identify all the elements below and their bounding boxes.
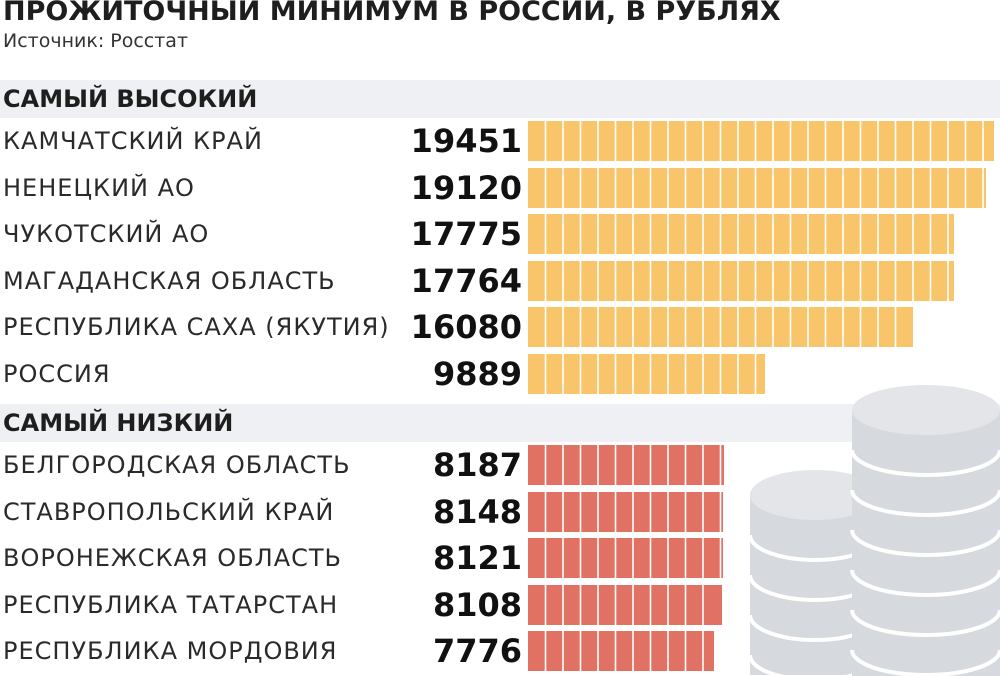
bar-fill (528, 121, 994, 161)
bar-fill (528, 491, 723, 532)
value-label: 9889 (432, 354, 522, 393)
bar (528, 214, 954, 254)
value-label: 8108 (432, 585, 522, 624)
category-label: НЕНЕЦКИЙ АО (3, 173, 195, 202)
value-label: 8121 (432, 539, 522, 577)
section-label: САМЫЙ ВЫСОКИЙ (3, 85, 258, 113)
category-label: БЕЛГОРОДСКАЯ ОБЛАСТЬ (3, 451, 351, 479)
coin-stacks-icon (748, 385, 1000, 676)
category-label: КАМЧАТСКИЙ КРАЙ (3, 127, 263, 155)
value-label: 7776 (432, 632, 522, 670)
category-label: СТАВРОПОЛЬСКИЙ КРАЙ (3, 497, 335, 526)
bar (528, 121, 994, 161)
bar-fill (528, 445, 724, 485)
bar (528, 631, 714, 671)
value-label: 19120 (410, 168, 522, 207)
section-band (0, 80, 1000, 118)
bar-fill (528, 538, 723, 578)
value-label: 17775 (410, 215, 522, 253)
bar-fill (528, 631, 714, 671)
bar-fill (528, 353, 765, 394)
chart-title: ПРОЖИТОЧНЫЙ МИНИМУМ В РОССИИ, В РУБЛЯХ (3, 0, 781, 27)
value-label: 8187 (432, 446, 522, 484)
value-label: 19451 (410, 122, 522, 160)
section-band (0, 404, 1000, 442)
category-label: ВОРОНЕЖСКАЯ ОБЛАСТЬ (3, 544, 343, 572)
value-label: 17764 (410, 261, 522, 300)
category-label: ЧУКОТСКИЙ АО (3, 220, 210, 248)
chart-source: Источник: Росстат (3, 30, 189, 52)
value-label: 8148 (432, 492, 522, 531)
category-label: РЕСПУБЛИКА САХА (ЯКУТИЯ) (3, 313, 390, 341)
bar-fill (528, 260, 954, 301)
bar (528, 307, 913, 347)
category-label: РЕСПУБЛИКА ТАТАРСТАН (3, 590, 339, 619)
bar (528, 538, 723, 578)
bar (528, 445, 724, 485)
bar (528, 491, 723, 532)
value-label: 16080 (410, 308, 522, 346)
bar (528, 167, 986, 208)
category-label: РЕСПУБЛИКА МОРДОВИЯ (3, 637, 338, 665)
bar-fill (528, 584, 722, 625)
section-label: САМЫЙ НИЗКИЙ (3, 409, 234, 437)
bar (528, 584, 722, 625)
category-label: РОССИЯ (3, 359, 111, 388)
bar-fill (528, 167, 986, 208)
bar-fill (528, 214, 954, 254)
bar (528, 353, 765, 394)
bar (528, 260, 954, 301)
category-label: МАГАДАНСКАЯ ОБЛАСТЬ (3, 266, 336, 295)
